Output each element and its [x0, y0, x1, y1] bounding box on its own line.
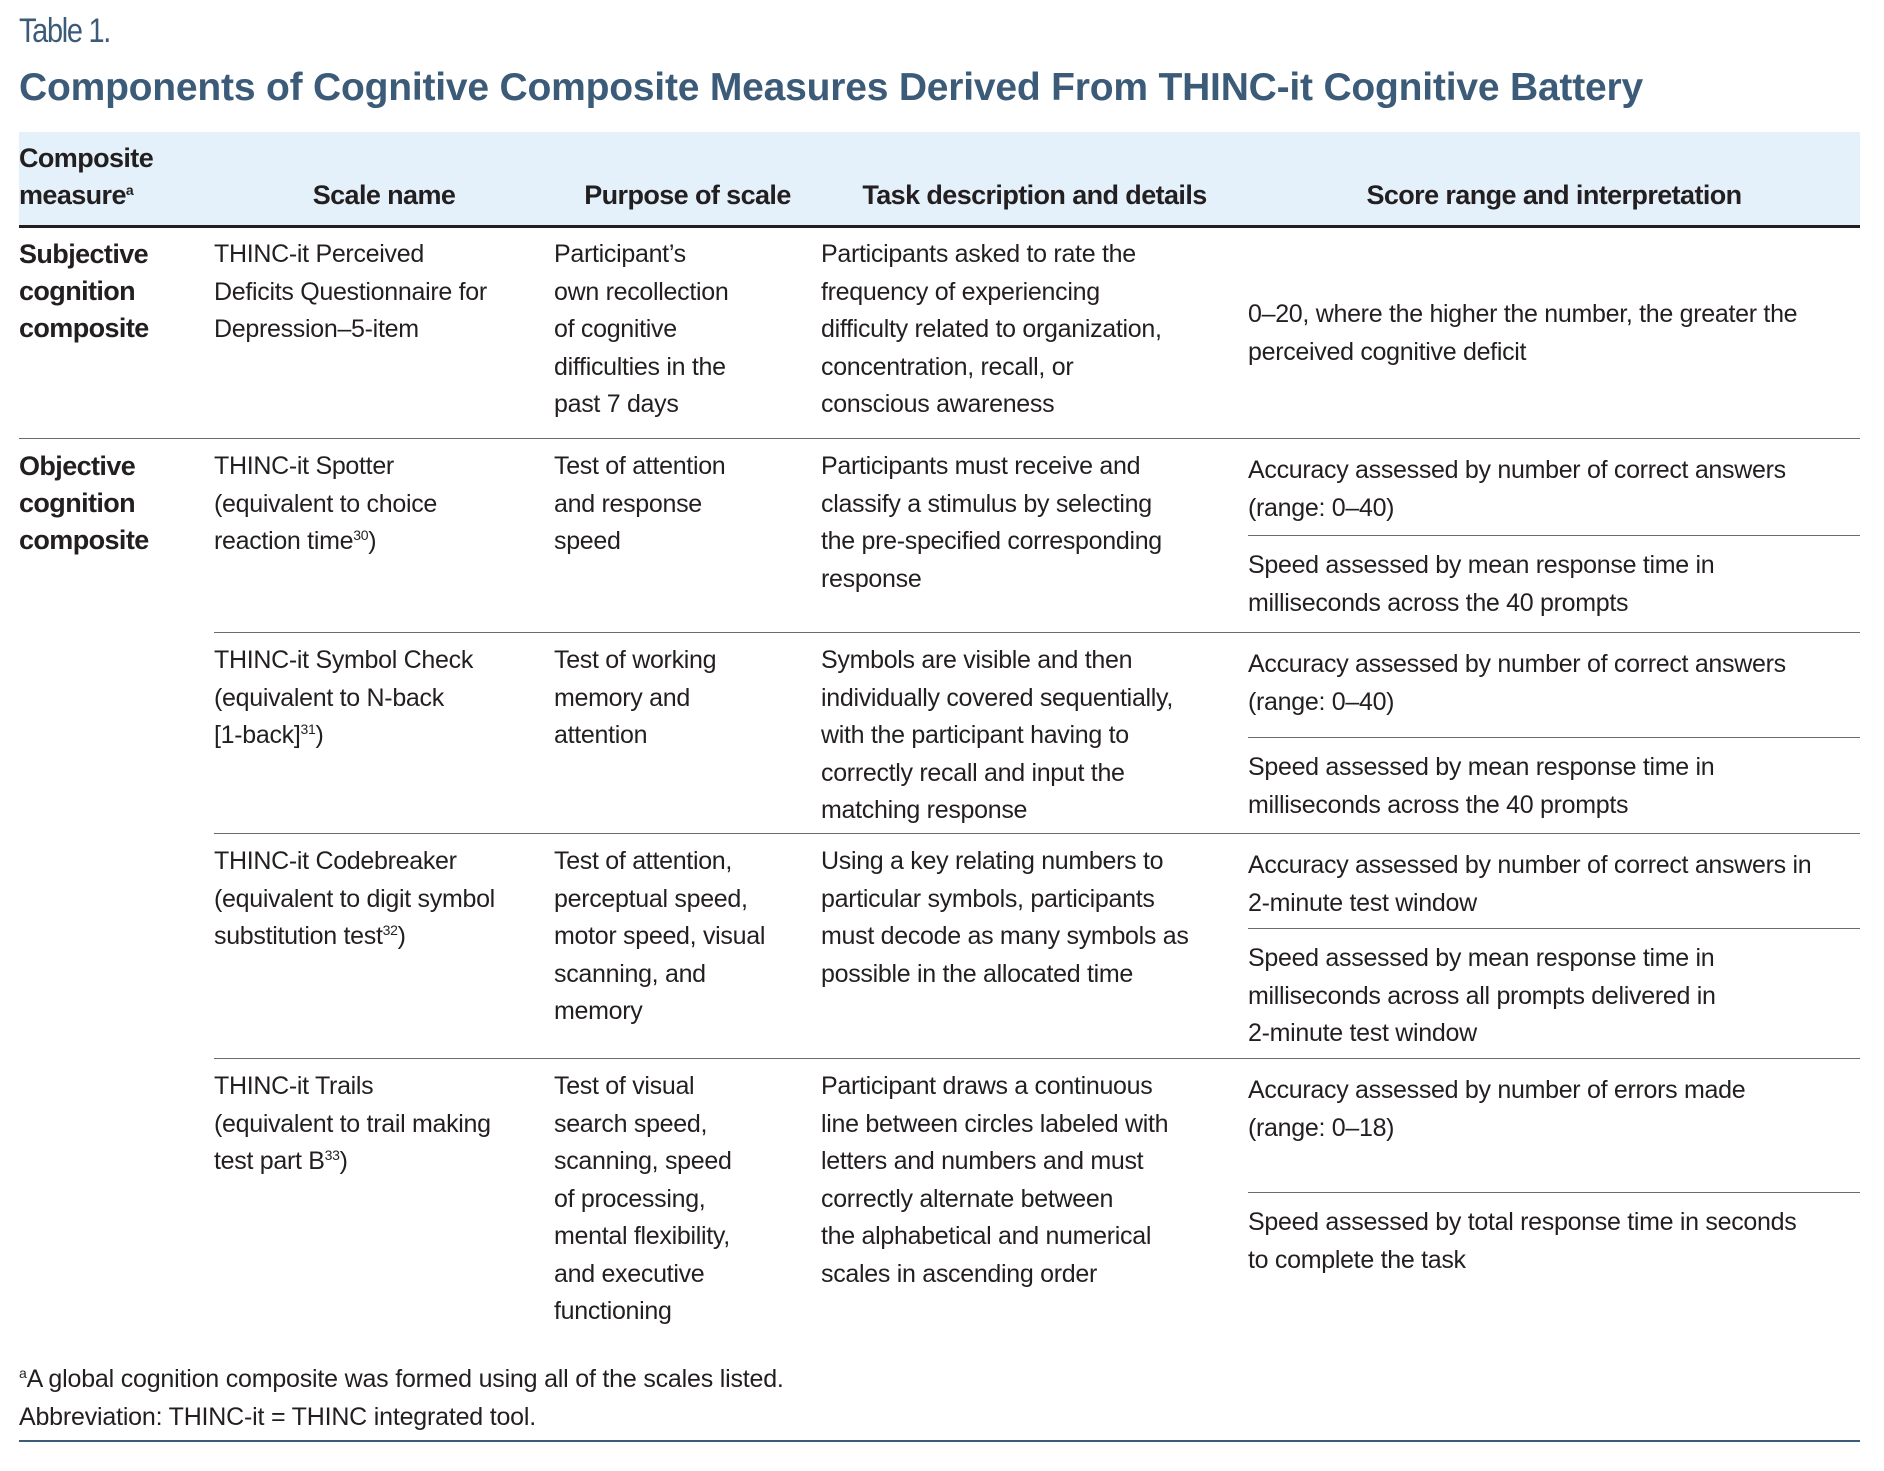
score-speed-symbol-check: Speed assessed by mean response time in … — [1248, 753, 1715, 819]
scale-name-symbol-check: THINC-it Symbol Check (equivalent to N-b… — [214, 642, 473, 755]
scale-name-suffix: ) — [339, 1147, 348, 1175]
task-description-spotter: Participants must receive and classify a… — [821, 452, 1162, 593]
row-divider — [19, 438, 1860, 439]
score-divider — [1248, 737, 1860, 738]
header-score: Score range and interpretation — [1366, 180, 1742, 210]
score-accuracy-codebreaker: Accuracy assessed by number of correct a… — [1248, 851, 1812, 917]
header-scale-name: Scale name — [312, 180, 456, 210]
reference-superscript: 31 — [300, 721, 316, 737]
table-header-band — [19, 132, 1860, 228]
scale-name-text: THINC-it Trails (equivalent to trail mak… — [214, 1072, 491, 1175]
scale-name-suffix: ) — [397, 922, 406, 950]
score-divider — [1248, 928, 1860, 929]
scale-name-suffix: ) — [368, 527, 377, 555]
purpose-symbol-check: Test of working memory and attention — [554, 646, 717, 749]
score-divider — [1248, 535, 1860, 536]
table-bottom-rule — [19, 1440, 1860, 1442]
purpose-spotter: Test of attention and response speed — [554, 452, 726, 555]
scale-name-text: THINC-it Codebreaker (equivalent to digi… — [214, 847, 495, 950]
row-divider — [214, 632, 1860, 633]
purpose-trails: Test of visual search speed, scanning, s… — [554, 1072, 732, 1325]
task-description-symbol-check: Symbols are visible and then individuall… — [821, 646, 1174, 824]
scale-name-suffix: ) — [315, 721, 324, 749]
scale-name-text: THINC-it Symbol Check (equivalent to N-b… — [214, 646, 474, 749]
reference-superscript: 30 — [353, 527, 369, 543]
footnote-a: aA global cognition composite was formed… — [19, 1365, 784, 1393]
scale-name-codebreaker: THINC-it Codebreaker (equivalent to digi… — [214, 843, 495, 956]
row-divider — [214, 833, 1860, 834]
purpose-subjective-cognition: Participant’s own recollection of cognit… — [554, 240, 729, 418]
task-description-trails: Participant draws a continuous line betw… — [821, 1072, 1169, 1288]
header-purpose: Purpose of scale — [584, 180, 791, 210]
table-label: Table 1. — [19, 12, 111, 50]
composite-measure-spotter: Objective cognition composite — [19, 451, 149, 555]
scale-name-spotter: THINC-it Spotter (equivalent to choice r… — [214, 448, 437, 561]
row-divider — [214, 1058, 1860, 1059]
score-accuracy-symbol-check: Accuracy assessed by number of correct a… — [1248, 650, 1786, 716]
scale-name-text: THINC-it Perceived Deficits Questionnair… — [214, 240, 487, 343]
scale-name-subjective-cognition: THINC-it Perceived Deficits Questionnair… — [214, 236, 487, 349]
header-task: Task description and details — [862, 180, 1207, 210]
scale-name-trails: THINC-it Trails (equivalent to trail mak… — [214, 1068, 491, 1181]
score-subjective-cognition: 0–20, where the higher the number, the g… — [1248, 300, 1798, 366]
score-speed-trails: Speed assessed by total response time in… — [1248, 1208, 1797, 1274]
task-description-codebreaker: Using a key relating numbers to particul… — [821, 847, 1189, 988]
task-description-subjective-cognition: Participants asked to rate the frequency… — [821, 240, 1162, 418]
footnote-abbreviation: Abbreviation: THINC-it = THINC integrate… — [19, 1403, 536, 1431]
table-title: Components of Cognitive Composite Measur… — [19, 66, 1643, 109]
header-composite-measure: Composite measurea — [19, 143, 154, 210]
purpose-codebreaker: Test of attention, perceptual speed, mot… — [554, 847, 766, 1025]
score-speed-codebreaker: Speed assessed by mean response time in … — [1248, 944, 1716, 1047]
scale-name-text: THINC-it Spotter (equivalent to choice r… — [214, 452, 438, 555]
reference-superscript: 32 — [382, 922, 398, 938]
score-divider — [1248, 1192, 1860, 1193]
score-accuracy-trails: Accuracy assessed by number of errors ma… — [1248, 1076, 1746, 1142]
composite-measure-subjective-cognition: Subjective cognition composite — [19, 239, 149, 343]
score-speed-spotter: Speed assessed by mean response time in … — [1248, 551, 1715, 617]
reference-superscript: 33 — [324, 1147, 340, 1163]
score-accuracy-spotter: Accuracy assessed by number of correct a… — [1248, 456, 1786, 522]
